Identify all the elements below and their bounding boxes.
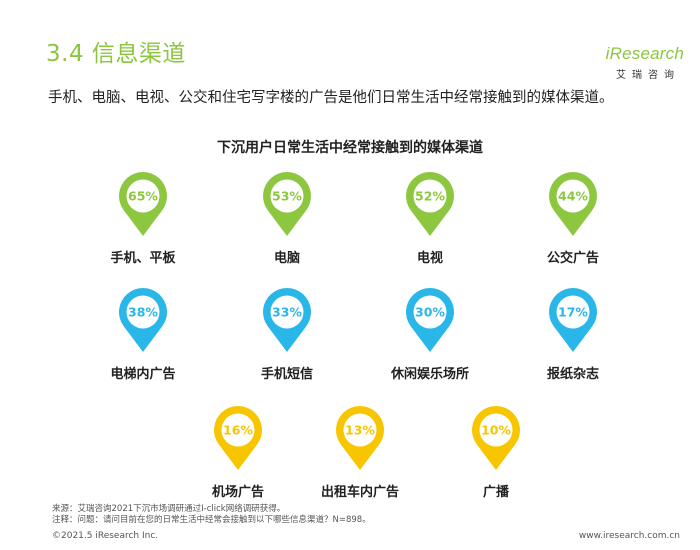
pin-marker: 53% 电脑 — [263, 172, 312, 266]
logo-text: iResearch — [605, 44, 684, 63]
category-label: 电梯内广告 — [110, 366, 175, 382]
pin-marker: 52% 电视 — [406, 172, 454, 266]
pin-marker: 44% 公交广告 — [547, 172, 599, 266]
category-label: 休闲娱乐场所 — [390, 366, 469, 382]
value-label: 65% — [128, 189, 158, 204]
value-label: 53% — [272, 189, 302, 204]
pin-marker: 16% 机场广告 — [212, 405, 264, 500]
category-label: 广播 — [483, 484, 510, 500]
pin-inner-circle — [270, 179, 304, 213]
value-label: 30% — [415, 305, 445, 320]
pin-marker: 65% 手机、平板 — [110, 171, 176, 266]
pin-marker: 13% 出租车内广告 — [321, 406, 399, 500]
value-label: 16% — [223, 423, 253, 438]
pin-inner-circle — [556, 295, 590, 329]
pin-inner-circle — [126, 295, 160, 329]
value-label: 44% — [558, 189, 588, 204]
iresearch-logo: iResearch 艾瑞咨询 — [592, 44, 684, 84]
category-label: 电视 — [417, 250, 443, 266]
question-note: 注释：问题：请问目前在您的日常生活中经常会接触到以下哪些信息渠道？N=898。 — [52, 515, 371, 525]
pin-inner-circle — [126, 179, 160, 213]
value-label: 10% — [481, 423, 511, 438]
category-label: 手机、平板 — [110, 250, 176, 266]
pin-marker: 30% 休闲娱乐场所 — [390, 288, 469, 382]
pin-inner-circle — [413, 179, 447, 213]
value-label: 38% — [128, 305, 158, 320]
pin-inner-circle — [479, 413, 513, 447]
pin-inner-circle — [270, 295, 304, 329]
category-label: 报纸杂志 — [547, 366, 599, 382]
website-url: www.iresearch.com.cn — [578, 531, 680, 541]
pin-marker: 17% 报纸杂志 — [547, 288, 599, 382]
value-label: 52% — [415, 189, 445, 204]
category-label: 电脑 — [274, 250, 300, 266]
category-label: 手机短信 — [261, 366, 313, 382]
pin-marker: 10% 广播 — [472, 405, 520, 500]
source-note: 来源：艾瑞咨询2021下沉市场调研通过I-click网络调研获得。 — [52, 504, 286, 514]
page-title: 3.4 信息渠道 — [46, 41, 186, 67]
value-label: 17% — [558, 305, 588, 320]
value-label: 33% — [272, 305, 302, 320]
category-label: 机场广告 — [212, 484, 264, 500]
pin-marker: 33% 手机短信 — [261, 288, 313, 382]
pin-inner-circle — [556, 179, 590, 213]
category-label: 公交广告 — [547, 250, 599, 266]
pin-marker: 38% 电梯内广告 — [110, 287, 176, 382]
logo-subtext: 艾瑞咨询 — [616, 70, 680, 81]
pin-inner-circle — [221, 413, 255, 447]
page-subtitle: 手机、电脑、电视、公交和住宅写字楼的广告是他们日常生活中经常接触到的媒体渠道。 — [48, 90, 614, 106]
footer-source: 来源：艾瑞咨询2021下沉市场调研通过I-click网络调研获得。 注释：问题：… — [52, 504, 371, 526]
value-label: 13% — [345, 423, 375, 438]
pin-inner-circle — [413, 295, 447, 329]
chart-title: 下沉用户日常生活中经常接触到的媒体渠道 — [217, 140, 483, 156]
pin-inner-circle — [343, 413, 377, 447]
category-label: 出租车内广告 — [321, 484, 399, 500]
copyright: ©2021.5 iResearch Inc. — [52, 531, 159, 541]
